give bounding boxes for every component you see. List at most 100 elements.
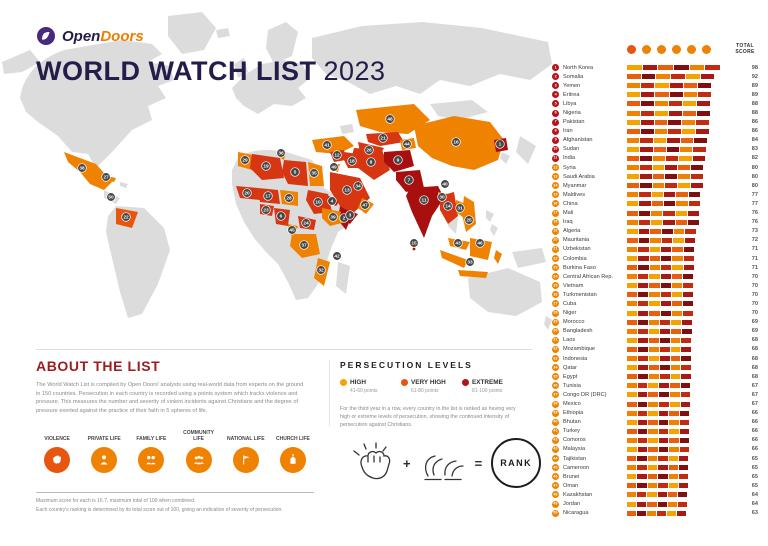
score-bar-segment <box>648 392 659 398</box>
ranking-list-header: TOTAL SCORE <box>552 38 758 60</box>
score-bar-segment <box>650 237 661 243</box>
rank-badge: 40 <box>552 418 559 426</box>
score-bar-segment <box>674 65 689 71</box>
score-bar-segment <box>658 428 669 434</box>
score-bar-segment <box>637 483 647 489</box>
score-bar-segment <box>652 174 665 180</box>
country-row: 2 Somalia 92 <box>552 72 758 81</box>
rank-badge: 34 <box>552 364 559 372</box>
legend-item-high: HIGH 41-60 points <box>340 379 388 394</box>
score-bar-segment <box>638 256 649 262</box>
score-bar <box>627 337 723 343</box>
score-bar <box>627 437 723 443</box>
svg-text:32: 32 <box>318 268 324 274</box>
country-row: 8 Iran 86 <box>552 127 758 136</box>
svg-text:1: 1 <box>499 142 502 148</box>
score-bar-segment <box>637 374 648 380</box>
map-marker: 41 <box>322 140 332 150</box>
church-life-icon <box>702 44 711 54</box>
rank-badge: 2 <box>552 73 559 81</box>
score-bar-segment <box>661 256 672 262</box>
score-bar-segment <box>683 92 698 98</box>
score-bar-segment <box>627 401 637 407</box>
country-row: 22 Colombia 71 <box>552 254 758 263</box>
svg-text:16: 16 <box>453 140 459 146</box>
score-bar-segment <box>700 74 715 80</box>
score-bar-segment <box>660 328 671 334</box>
map-marker: 35 <box>309 168 319 178</box>
score-bar-segment <box>627 383 637 389</box>
score-bar-segment <box>655 83 669 89</box>
score-bar-segment <box>627 192 639 198</box>
score-bar-segment <box>697 110 711 116</box>
score-bar-segment <box>687 210 699 216</box>
spheres-of-life-row: VIOLENCE PRIVATE LIFE FAMILY LIFE COMMUN… <box>36 428 314 473</box>
svg-text:21: 21 <box>380 136 386 142</box>
score-bar-segment <box>648 383 659 389</box>
score-bar-segment <box>667 501 678 507</box>
open-doors-logo-text: OpenDoors <box>62 28 144 45</box>
score-bar-segment <box>679 155 692 161</box>
score-bar-segment <box>681 365 692 371</box>
legend-label: HIGH <box>350 379 366 386</box>
map-marker: 39 <box>328 212 338 222</box>
score-bar <box>627 219 723 225</box>
page-title: WORLD WATCH LIST 2023 <box>36 56 386 87</box>
score-bar-segment <box>627 101 641 107</box>
svg-text:20: 20 <box>244 191 250 197</box>
rank-badge: 48 <box>552 491 559 499</box>
score-bar-segment <box>639 201 651 207</box>
country-score: 83 <box>751 146 758 153</box>
svg-text:12: 12 <box>334 153 340 159</box>
map-marker: 48 <box>385 114 395 124</box>
score-bar-segment <box>672 265 683 271</box>
violence-icon <box>627 44 636 54</box>
score-bar-segment <box>660 283 671 289</box>
rank-badge: 22 <box>552 255 559 263</box>
country-name: Eritrea <box>563 91 580 98</box>
score-bar-segment <box>682 310 694 316</box>
country-mexico <box>64 152 112 190</box>
score-bar-segment <box>663 201 676 207</box>
score-bar-segment <box>669 446 679 452</box>
score-bar-segment <box>695 119 709 125</box>
rank-badge: 44 <box>552 455 559 463</box>
score-bar-segment <box>627 265 638 271</box>
country-score: 66 <box>751 437 758 444</box>
score-bar-segment <box>641 74 656 80</box>
country-score: 67 <box>751 401 758 408</box>
score-bar-segment <box>679 410 690 416</box>
score-bar-segment <box>679 428 690 434</box>
country-name: Myanmar <box>563 182 587 189</box>
svg-text:7: 7 <box>408 178 411 184</box>
score-bar-segment <box>627 446 637 452</box>
svg-text:17: 17 <box>265 194 271 200</box>
score-bar-segment <box>653 137 667 143</box>
map-marker: 11 <box>419 195 429 205</box>
country-score: 65 <box>751 473 758 480</box>
score-bar-segment <box>672 246 683 252</box>
map-marker: 45 <box>287 225 297 235</box>
svg-text:22: 22 <box>123 215 129 221</box>
score-bar-segment <box>641 101 655 107</box>
score-bar-segment <box>665 174 678 180</box>
score-bar <box>627 256 723 262</box>
private-life-icon <box>642 44 651 54</box>
score-bar-segment <box>637 474 647 480</box>
persecution-levels-note: For the third year in a row, every count… <box>340 406 516 429</box>
rank-badge: 37 <box>552 391 559 399</box>
country-name: Cuba <box>563 300 577 307</box>
score-bar-segment <box>640 137 653 143</box>
score-bar-segment <box>688 201 700 207</box>
map-marker: 3 <box>345 210 355 220</box>
legend-label: VERY HIGH <box>411 379 446 386</box>
high-level-dot-icon <box>340 379 347 386</box>
rank-badge: 20 <box>552 236 559 244</box>
country-name: Yemen <box>563 82 581 89</box>
country-name: India <box>563 155 576 162</box>
score-bar-segment <box>637 365 648 371</box>
score-bar-segment <box>627 437 637 443</box>
score-bar-segment <box>638 328 649 334</box>
country-name: Turkmenistan <box>563 291 597 298</box>
score-bar <box>627 510 723 516</box>
